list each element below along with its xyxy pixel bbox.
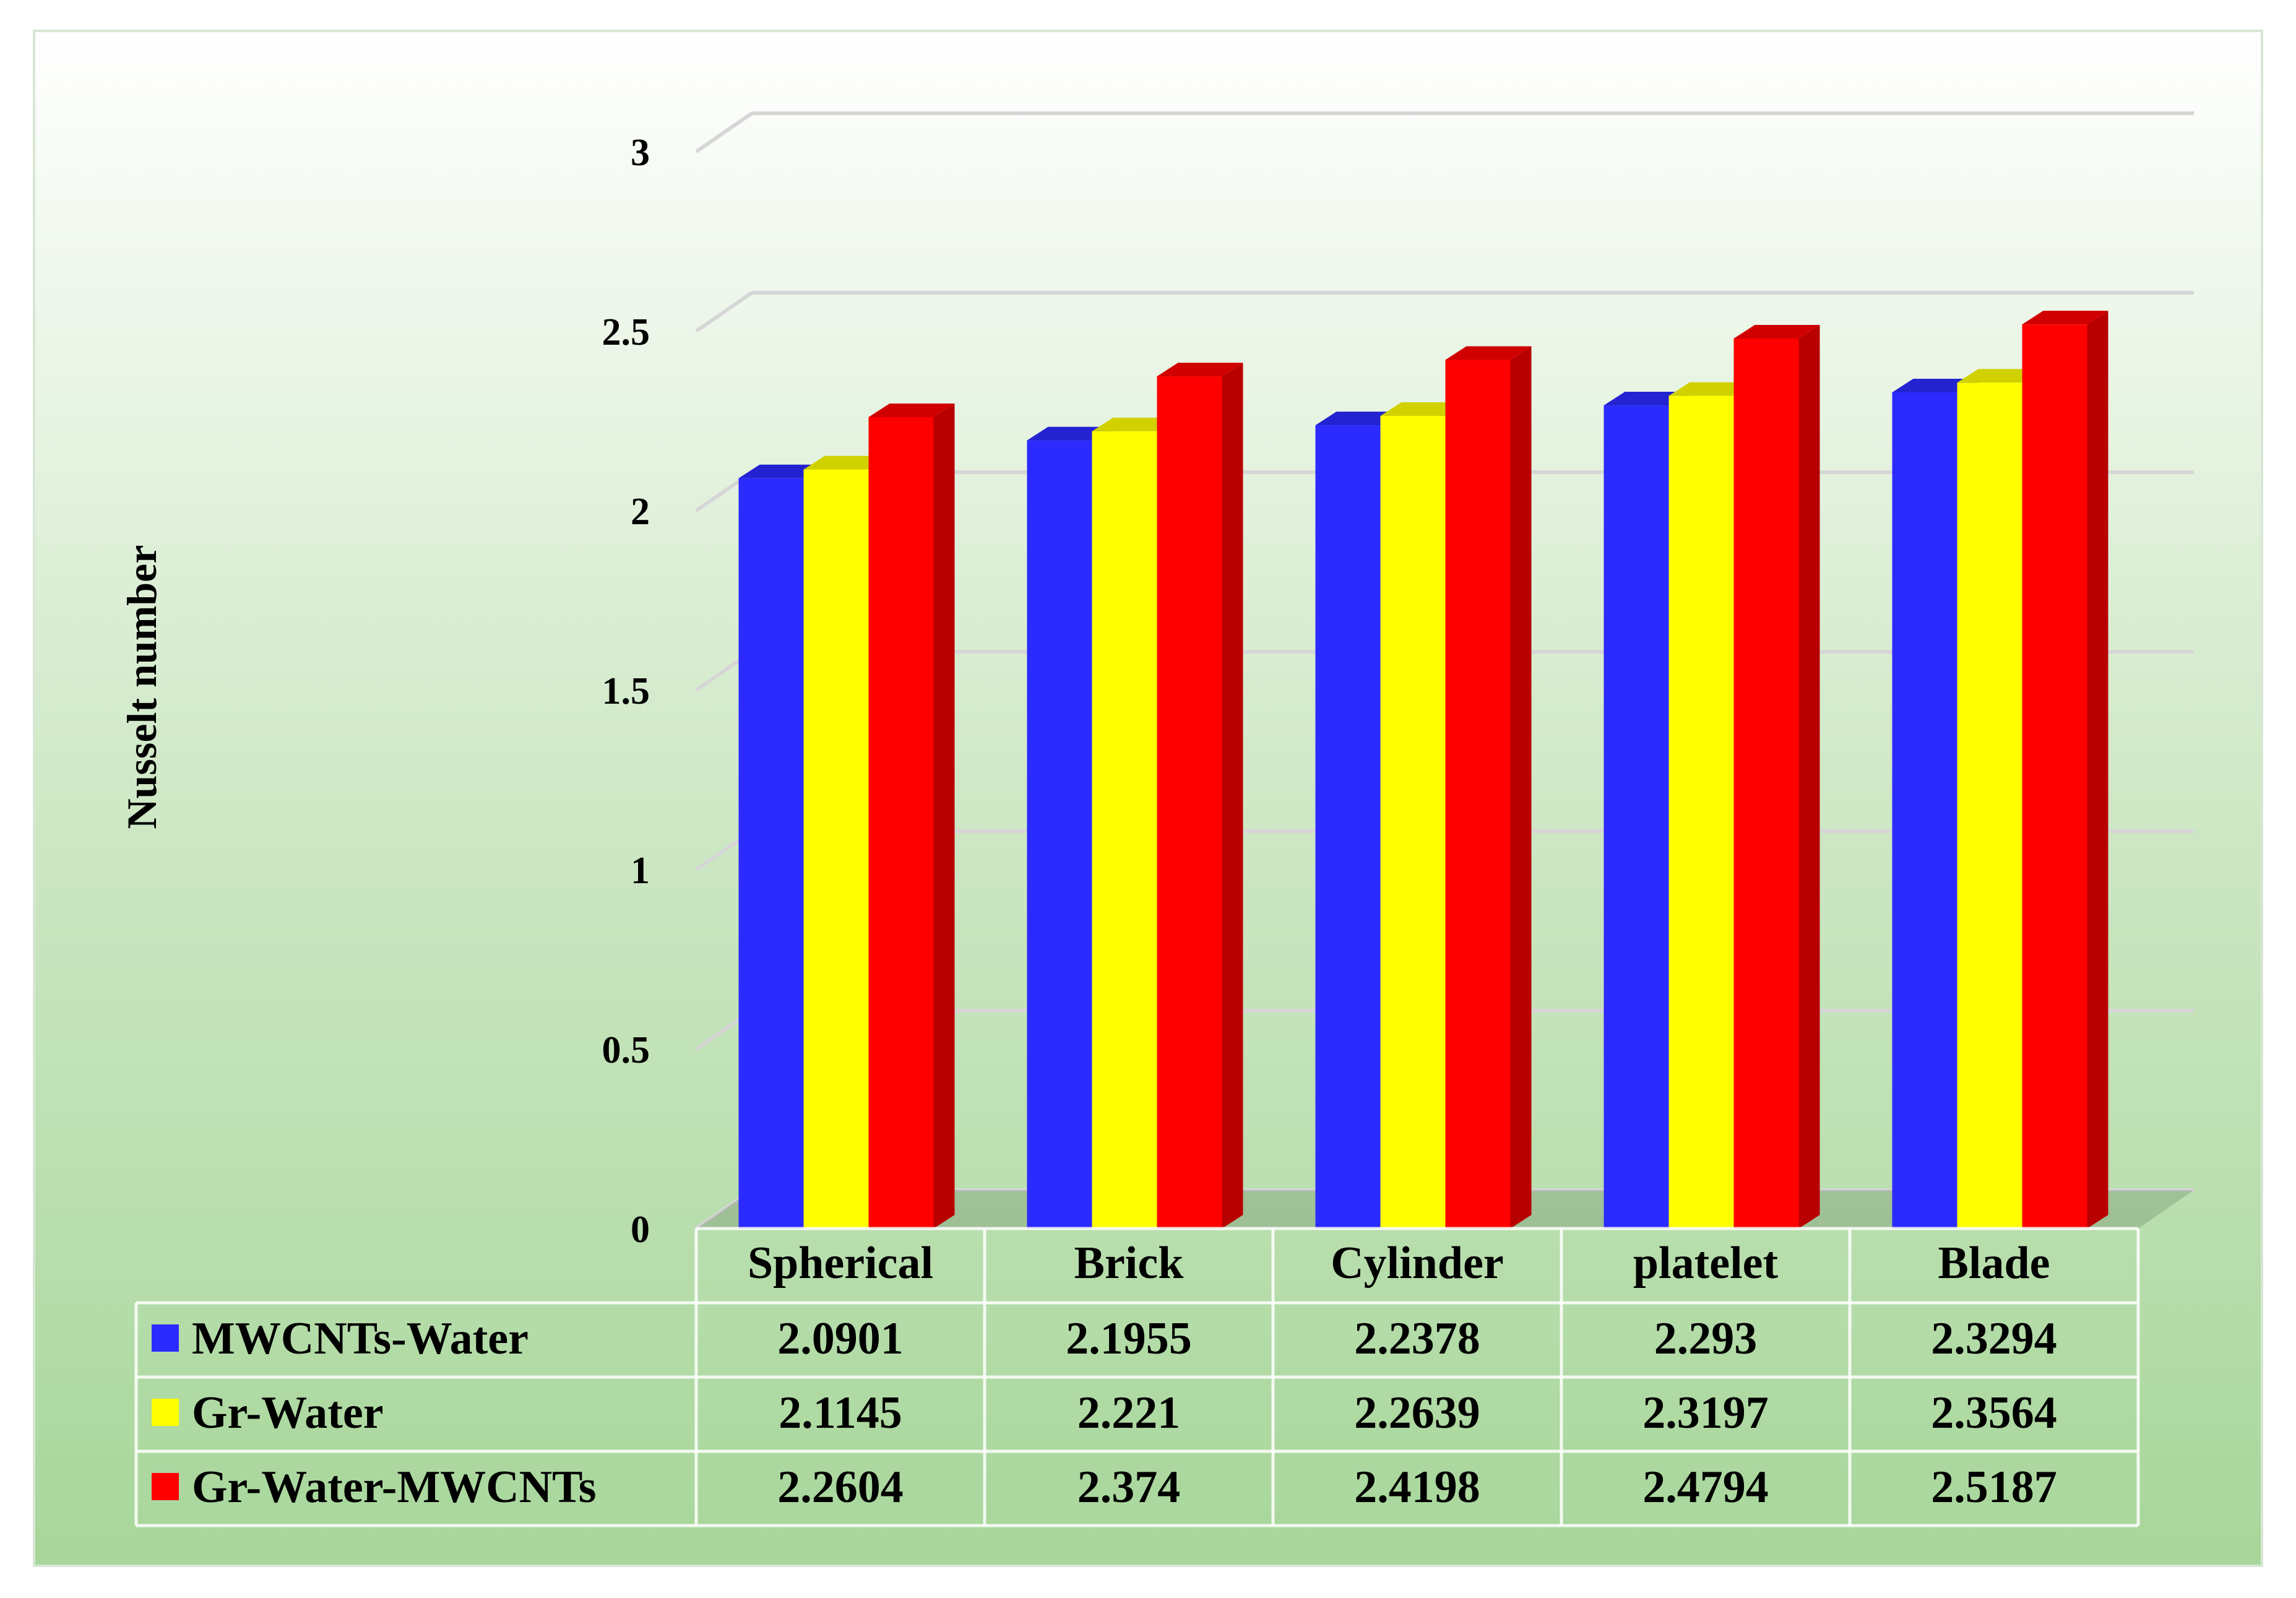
bar-side [2087, 311, 2108, 1229]
bar-top [803, 456, 890, 470]
gridline-side [695, 291, 753, 333]
bar-top [1315, 412, 1402, 426]
bar-top [738, 464, 825, 478]
bar-front [1892, 392, 1957, 1229]
table-cell: 2.4794 [1642, 1462, 1769, 1513]
bar-front [1603, 405, 1669, 1229]
table-cell: 2.221 [1077, 1388, 1181, 1438]
bar-front [1315, 425, 1381, 1229]
table-cell: 2.293 [1654, 1313, 1758, 1364]
bar-front [1445, 360, 1511, 1229]
bar-top [1380, 402, 1467, 416]
legend-label: Gr-Water-MWCNTs [192, 1462, 597, 1513]
bar-gr-water-mwcnts-platelet [1733, 324, 1820, 1229]
bar-side [933, 403, 955, 1229]
y-tick-label: 3 [631, 132, 650, 174]
category-label: platelet [1633, 1238, 1779, 1289]
bar-gr-water-mwcnts-spherical [868, 403, 955, 1229]
bar-front [1157, 376, 1222, 1229]
bar-top [2022, 311, 2108, 325]
y-tick-labels: 0 0.5 1 1.5 2 2.5 3 [602, 132, 650, 1251]
bar-front [2022, 324, 2087, 1229]
bar-side [1510, 346, 1532, 1229]
table-cell: 2.3197 [1642, 1388, 1769, 1438]
bar-front [1027, 440, 1092, 1229]
bar-front [1092, 431, 1157, 1229]
y-tick-label: 0.5 [602, 1029, 650, 1071]
bar-top [1668, 382, 1755, 396]
bar-top [1603, 392, 1690, 406]
bar-front [803, 469, 869, 1229]
table-cell: 2.374 [1077, 1462, 1181, 1513]
table-cell: 2.3564 [1931, 1388, 2057, 1438]
data-table: Spherical Brick Cylinder platelet Blade MWCNT… [134, 1227, 2140, 1527]
table-cell: 2.2378 [1354, 1313, 1480, 1364]
bars [738, 311, 2108, 1229]
gridline-side [695, 111, 753, 153]
bar-side [1798, 324, 1820, 1229]
y-tick-label: 1.5 [602, 670, 650, 712]
y-tick-label: 2.5 [602, 311, 650, 353]
table-cell: 2.3294 [1931, 1313, 2057, 1364]
bar-front [868, 417, 934, 1229]
bar-front [738, 478, 804, 1229]
y-tick-label: 1 [631, 850, 650, 892]
category-label: Spherical [748, 1238, 933, 1289]
category-label: Blade [1938, 1238, 2050, 1289]
bar-top [868, 403, 955, 417]
bar-top [1092, 417, 1178, 431]
y-axis-title: Nusselt number [118, 545, 165, 829]
bar-front [1957, 382, 2022, 1229]
y-tick-label: 0 [631, 1209, 650, 1251]
bar-top [1957, 369, 2044, 383]
legend-swatch [152, 1324, 179, 1352]
table-cell: 2.4198 [1354, 1462, 1480, 1513]
legend-swatch [152, 1473, 179, 1500]
bar-top [1892, 378, 1979, 392]
table-cell: 2.5187 [1931, 1462, 2057, 1513]
table-cell: 2.1955 [1066, 1313, 1192, 1364]
bar-gr-water-mwcnts-brick [1157, 363, 1243, 1229]
bar-top [1445, 346, 1532, 360]
bar-side [1222, 363, 1243, 1229]
bar-gr-water-mwcnts-blade [2022, 311, 2108, 1229]
bar-front [1668, 395, 1734, 1229]
table-cell: 2.2639 [1354, 1388, 1480, 1438]
y-tick-label: 2 [631, 491, 650, 533]
bar-gr-water-mwcnts-cylinder [1445, 346, 1532, 1229]
bar-top [1027, 426, 1113, 441]
category-label: Brick [1074, 1238, 1185, 1289]
table-cell: 2.0901 [777, 1313, 904, 1364]
bar-top [1733, 324, 1820, 339]
legend-label: MWCNTs-Water [192, 1313, 529, 1364]
table-cell: 2.2604 [777, 1462, 904, 1513]
legend-swatch [152, 1399, 179, 1426]
table-cell: 2.1145 [779, 1388, 902, 1438]
bar-front [1380, 415, 1446, 1229]
bar-top [1157, 363, 1243, 377]
legend-label: Gr-Water [192, 1388, 384, 1438]
category-label: Cylinder [1331, 1238, 1504, 1289]
bar-front [1733, 338, 1799, 1229]
